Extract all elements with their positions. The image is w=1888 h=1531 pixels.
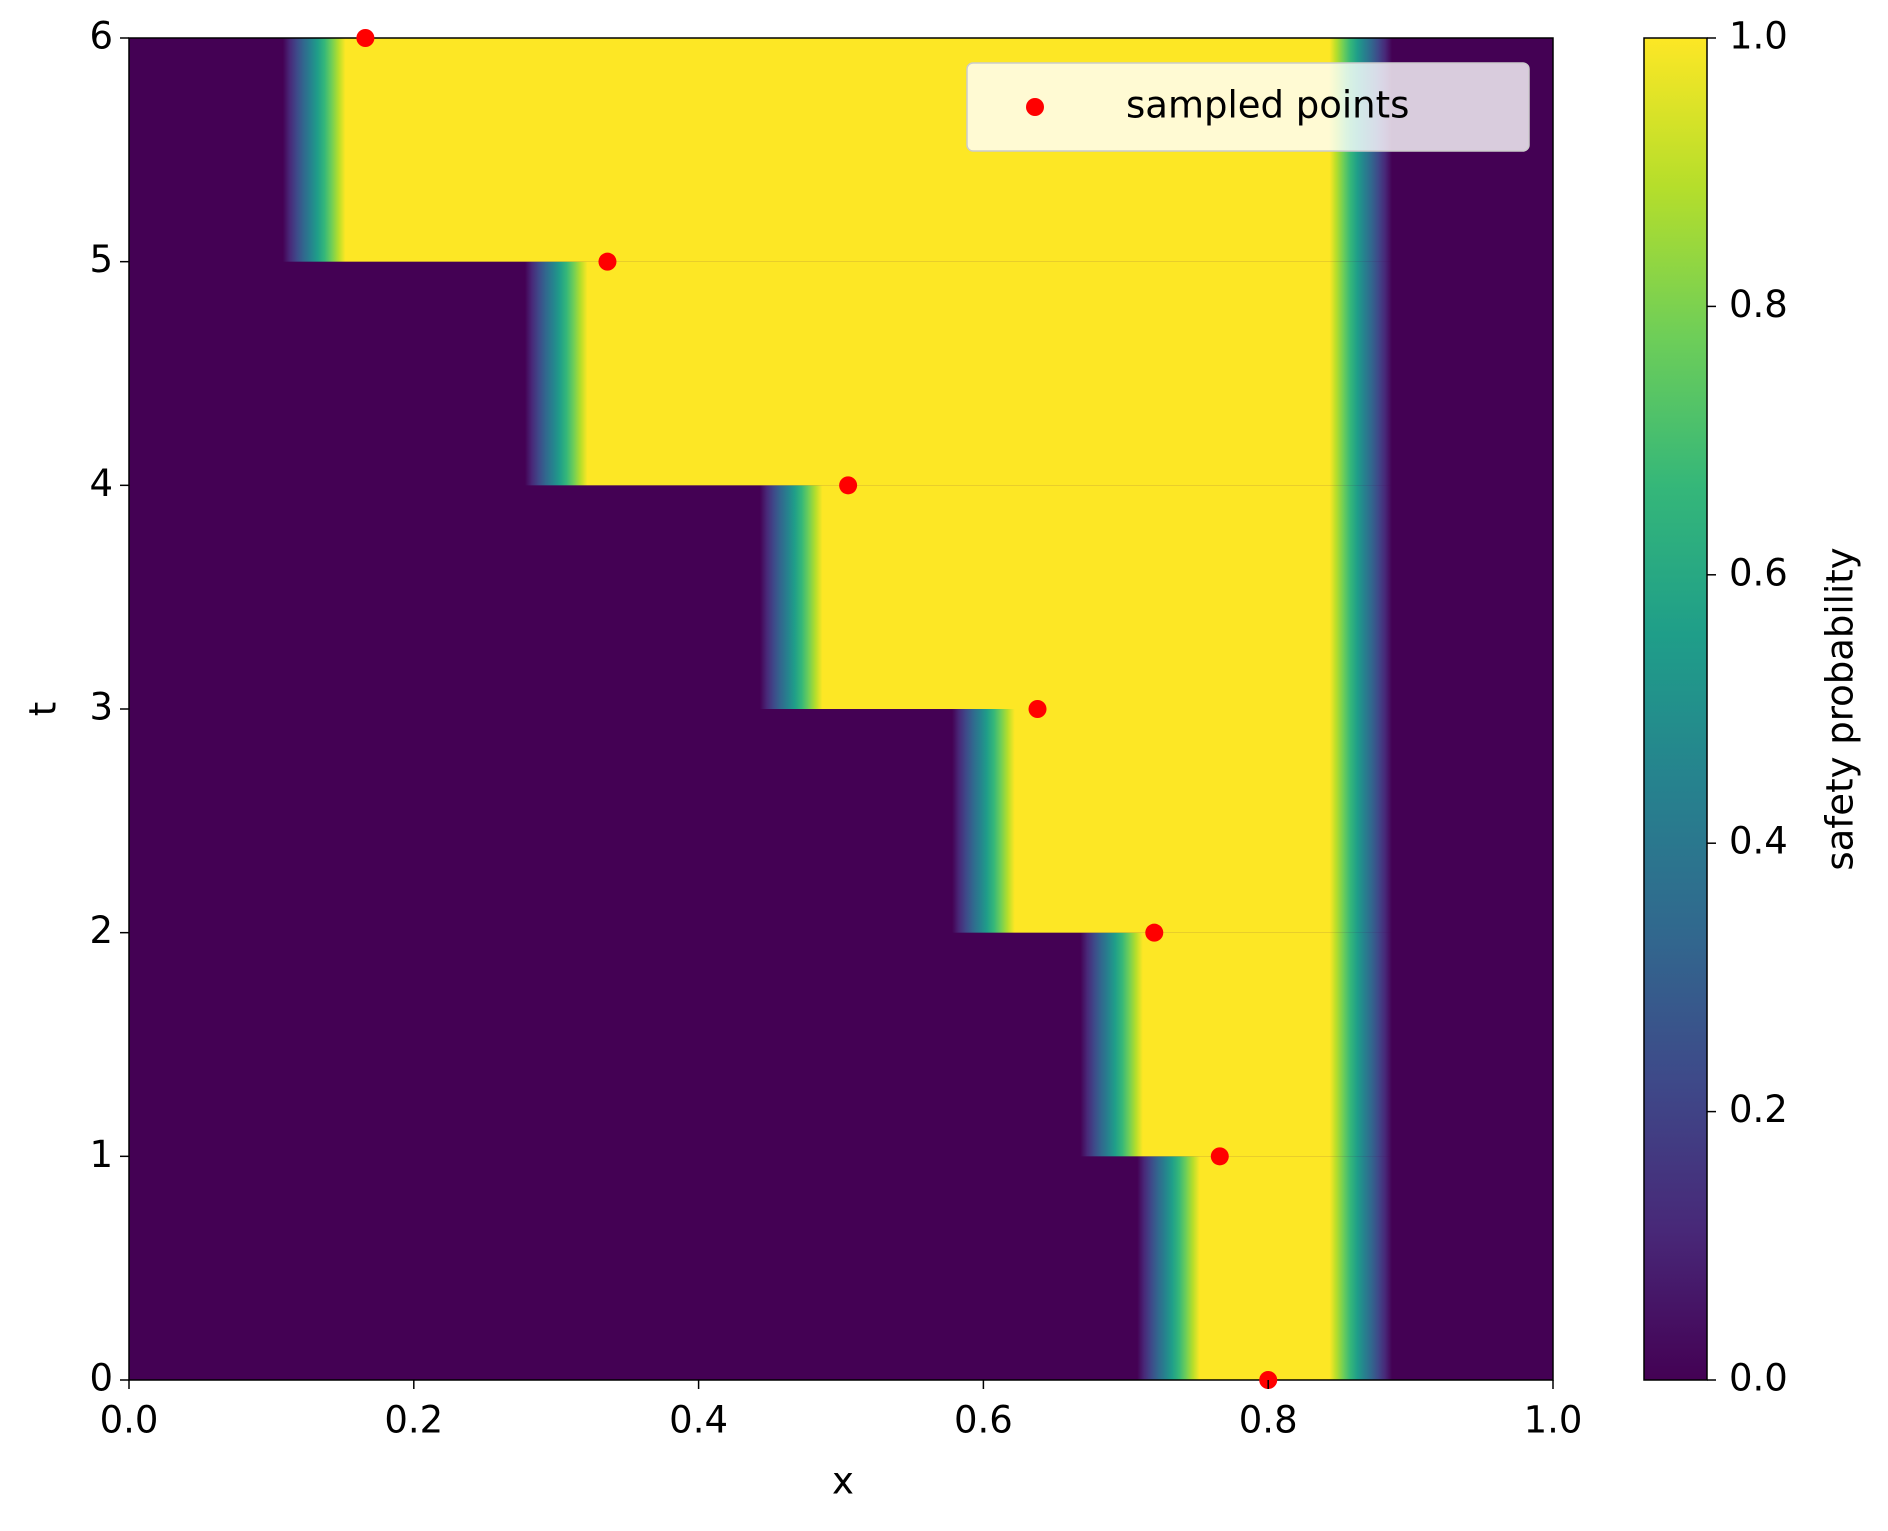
y-tick-label: 5: [89, 238, 113, 281]
legend-label: sampled points: [1126, 84, 1409, 127]
x-tick-label: 0.8: [1239, 1399, 1298, 1442]
colorbar-tick-label: 0.2: [1729, 1088, 1788, 1131]
x-tick-label: 0.4: [669, 1399, 728, 1442]
safe-region: [524, 261, 1393, 486]
y-tick-label: 1: [89, 1133, 113, 1176]
sampled-point: [598, 252, 617, 271]
colorbar-tick-label: 0.4: [1729, 820, 1788, 863]
y-tick-label: 0: [89, 1357, 113, 1400]
colorbar-tick-label: 0.8: [1729, 283, 1788, 326]
legend-marker: [1026, 98, 1044, 116]
safe-region: [1080, 932, 1393, 1157]
x-tick-label: 0.0: [100, 1399, 159, 1442]
safe-region: [1137, 1156, 1393, 1380]
y-tick-label: 4: [89, 462, 113, 505]
x-tick-label: 0.2: [384, 1399, 443, 1442]
colorbar: [1643, 37, 1708, 1381]
safe-region: [759, 485, 1393, 709]
y-tick-label: 2: [89, 909, 113, 952]
legend-box: [966, 62, 1530, 152]
colorbar-tick-label: 0.0: [1729, 1357, 1788, 1400]
colorbar-tick-label: 1.0: [1729, 15, 1788, 58]
y-axis-label: t: [22, 702, 65, 717]
x-axis-label: x: [832, 1460, 854, 1503]
sampled-point: [1145, 923, 1164, 942]
x-tick-label: 1.0: [1524, 1399, 1583, 1442]
x-tick-label: 0.6: [954, 1399, 1013, 1442]
colorbar-tick-label: 0.6: [1729, 551, 1788, 594]
y-tick-label: 3: [89, 686, 113, 729]
y-tick-label: 6: [89, 15, 113, 58]
sampled-point: [839, 476, 858, 495]
sampled-point: [356, 29, 375, 47]
safe-region: [952, 709, 1393, 933]
sampled-point: [1210, 1147, 1229, 1166]
sampled-point: [1028, 700, 1047, 718]
colorbar-label: safety probability: [1819, 547, 1862, 870]
